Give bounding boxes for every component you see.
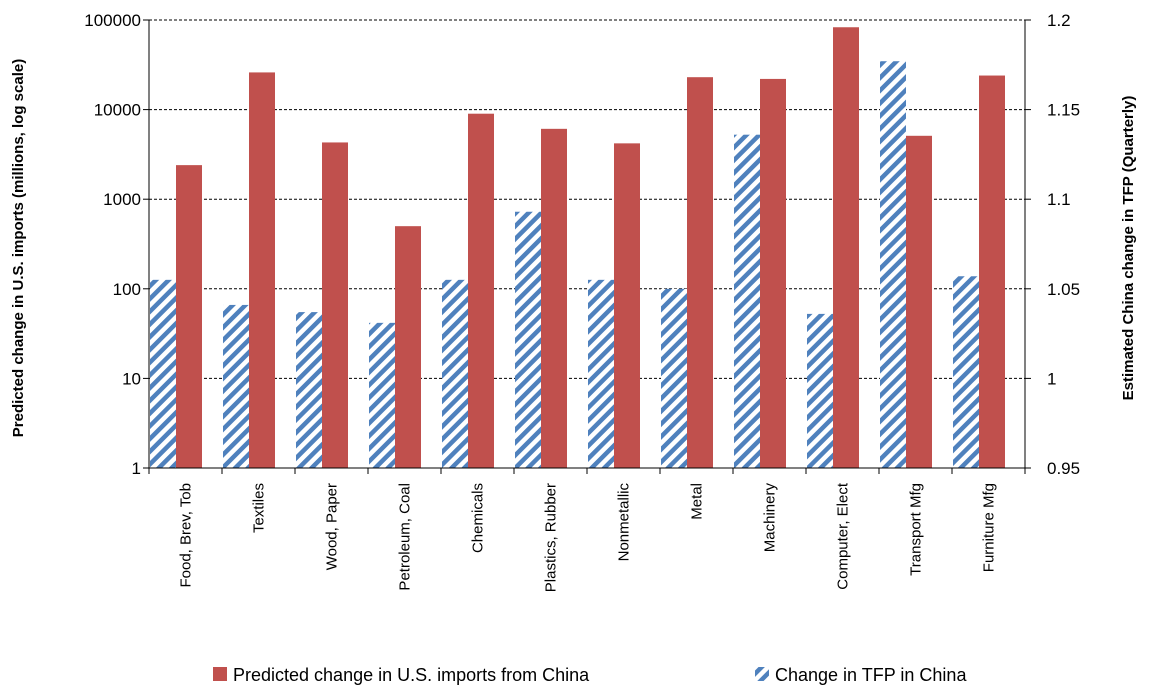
category-label: Computer, Elect	[835, 482, 852, 590]
right-tick-label: 1.2	[1047, 11, 1071, 30]
bar-tfp	[369, 322, 395, 468]
bar-imports	[249, 72, 275, 468]
bar-imports	[322, 142, 348, 468]
category-label: Nonmetallic	[616, 483, 633, 562]
bar-tfp	[807, 313, 833, 468]
left-axis-title: Predicted change in U.S. imports (millio…	[10, 59, 27, 437]
category-label: Transport Mfg	[908, 483, 925, 576]
category-label: Food, Brev, Tob	[178, 483, 195, 588]
bar-tfp	[296, 312, 322, 468]
category-label: Machinery	[762, 483, 779, 553]
bar-imports	[979, 75, 1005, 468]
left-tick-label: 10000	[94, 101, 141, 120]
bar-imports	[906, 135, 932, 469]
bar-imports	[833, 27, 859, 468]
category-label: Textiles	[251, 483, 268, 533]
bar-tfp	[880, 61, 906, 468]
left-tick-label: 1000	[103, 190, 141, 209]
category-label: Metal	[689, 483, 706, 520]
gridlines	[149, 19, 1025, 379]
bar-tfp	[442, 279, 468, 468]
category-labels: Food, Brev, Tob Textiles Wood, Paper Petrol…	[178, 482, 998, 592]
bar-imports	[541, 128, 567, 468]
category-label: Petroleum, Coal	[397, 483, 414, 591]
bar-imports	[687, 77, 713, 469]
left-tick-label: 10	[122, 369, 141, 388]
bar-tfp	[515, 211, 541, 468]
bar-tfp	[661, 288, 687, 468]
bar-imports	[395, 226, 421, 468]
category-label: Plastics, Rubber	[543, 483, 560, 592]
legend: Predicted change in U.S. imports from Ch…	[213, 665, 967, 685]
legend-label-tfp: Change in TFP in China	[775, 665, 967, 685]
legend-label-imports: Predicted change in U.S. imports from Ch…	[233, 665, 590, 685]
left-tick-label: 1	[132, 459, 141, 478]
category-label: Furniture Mfg	[981, 483, 998, 572]
category-label: Chemicals	[470, 483, 487, 553]
right-tick-label: 1.15	[1047, 101, 1080, 120]
legend-swatch-imports	[213, 667, 227, 681]
right-tick-label: 1.05	[1047, 280, 1080, 299]
axes	[148, 20, 1026, 474]
legend-swatch-tfp	[755, 667, 769, 681]
right-axis-title: Estimated China change in TFP (Quarterly…	[1120, 96, 1137, 401]
bar-tfp	[588, 279, 614, 468]
bar-tfp	[150, 279, 176, 468]
bar-imports	[176, 165, 202, 469]
left-axis-ticks: 1 10 100 1000 10000 100000	[84, 11, 149, 478]
bar-imports	[468, 113, 494, 468]
bar-imports	[760, 78, 786, 468]
right-tick-label: 1	[1047, 369, 1056, 388]
bar-imports	[614, 143, 640, 468]
left-tick-label: 100000	[84, 11, 141, 30]
right-axis-ticks: 0.95 1 1.05 1.1 1.15 1.2	[1025, 11, 1080, 478]
bars	[150, 27, 1005, 469]
left-tick-label: 100	[113, 280, 141, 299]
right-tick-label: 1.1	[1047, 190, 1071, 209]
category-label: Wood, Paper	[324, 483, 341, 570]
bar-tfp	[734, 134, 760, 469]
right-tick-label: 0.95	[1047, 459, 1080, 478]
bar-tfp	[223, 304, 249, 468]
bar-tfp	[953, 276, 979, 468]
